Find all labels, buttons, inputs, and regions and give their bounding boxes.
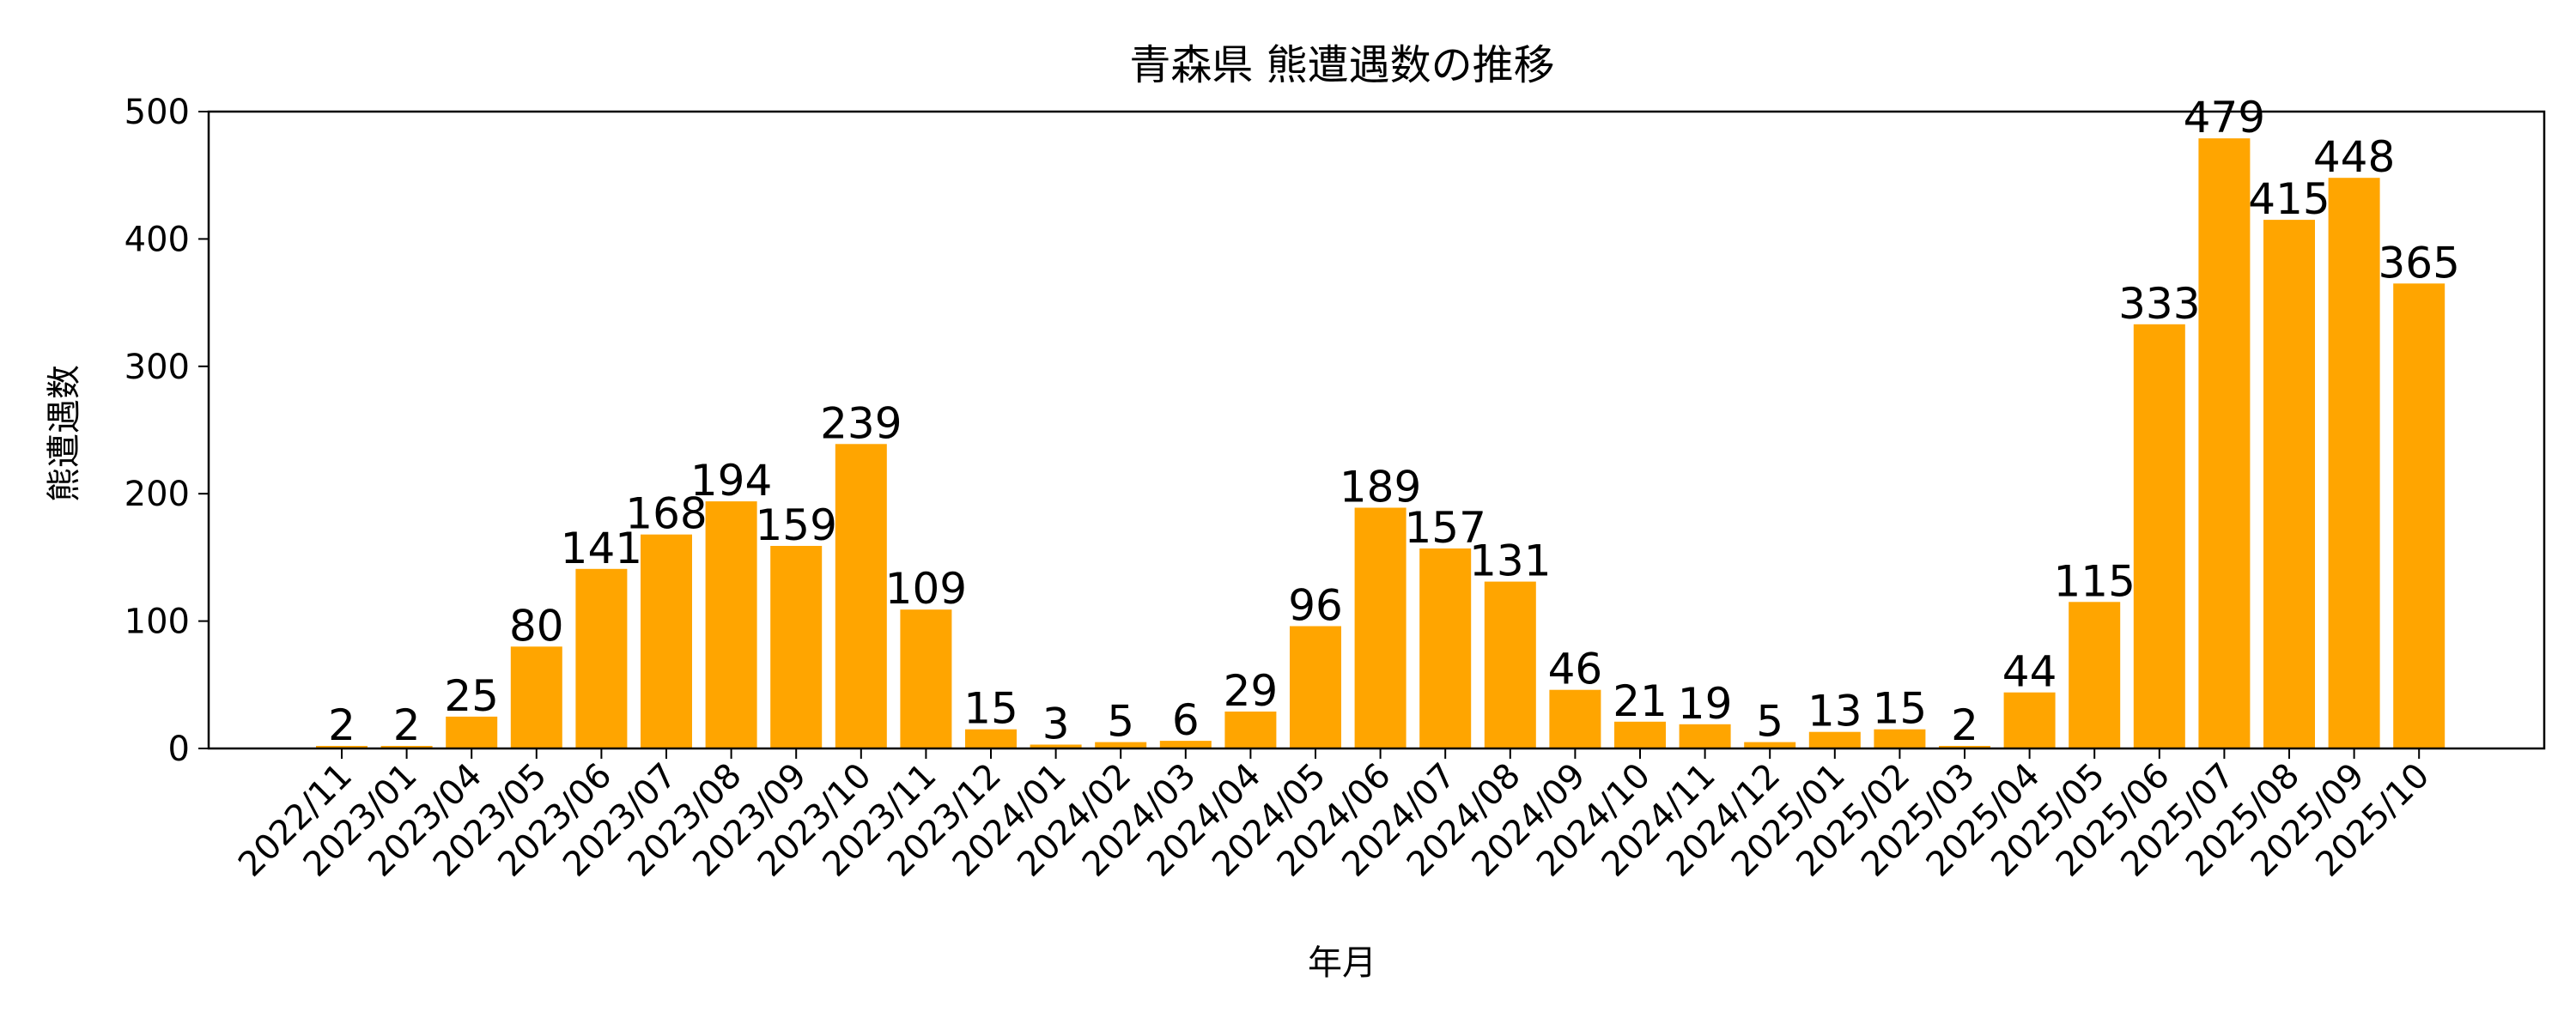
bar (2133, 324, 2185, 748)
bar-value-label: 96 (1288, 581, 1343, 631)
bar-value-label: 159 (755, 500, 836, 550)
bar-value-label: 141 (561, 524, 642, 573)
bar (770, 546, 823, 748)
bar (1224, 712, 1277, 748)
bar-value-label: 115 (2053, 556, 2135, 606)
bar-value-label: 2 (393, 700, 421, 750)
bar (641, 534, 692, 748)
bar (1419, 548, 1472, 748)
bar (2198, 138, 2251, 748)
bar (2263, 220, 2315, 749)
chart-title: 青森県 熊遭遇数の推移 (1129, 41, 1554, 89)
bar-value-label: 157 (1404, 503, 1485, 553)
bar (1549, 689, 1601, 748)
y-axis: 0 100 200 300 400 500 (125, 93, 209, 769)
x-axis-label: 年月 (1308, 943, 1376, 983)
y-tick-label: 0 (168, 730, 190, 769)
bar-value-label: 46 (1548, 645, 1603, 694)
bar (1095, 742, 1147, 748)
plot-frame (207, 110, 2546, 750)
bar (1290, 626, 1341, 748)
bar (965, 729, 1017, 748)
bar-value-label: 3 (1042, 700, 1070, 749)
y-tick-label: 500 (125, 93, 190, 132)
bar (510, 646, 562, 748)
bar-value-label: 80 (509, 601, 564, 651)
x-axis: 2022/112023/012023/042023/052023/062023/… (231, 748, 2437, 885)
bar-value-label: 168 (625, 489, 707, 539)
bar-value-label: 479 (2184, 93, 2265, 142)
bar (1354, 507, 1406, 748)
bar-value-label: 25 (444, 671, 499, 721)
bar-value-label: 448 (2313, 132, 2395, 182)
bar-value-label: 189 (1340, 463, 1421, 512)
bar-value-label: 333 (2118, 279, 2200, 329)
y-tick-label: 100 (125, 603, 190, 642)
y-tick-label: 200 (125, 475, 190, 514)
bar (900, 609, 952, 748)
bar (835, 444, 887, 748)
bar (1874, 729, 1926, 748)
bar-value-label: 2 (1951, 700, 1978, 750)
bar-value-label: 29 (1224, 666, 1279, 716)
bar (1939, 746, 1990, 748)
bar (1030, 744, 1082, 748)
bar-value-label: 109 (885, 564, 967, 614)
bar (2069, 602, 2121, 748)
y-tick-label: 300 (125, 348, 190, 387)
bar-value-label: 2 (328, 700, 355, 750)
bar (446, 716, 498, 748)
bar-value-label: 15 (963, 684, 1018, 734)
bar-value-label: 15 (1873, 684, 1928, 734)
bar-value-label: 5 (1107, 697, 1134, 747)
bar (2003, 692, 2056, 748)
bar-value-label: 44 (2002, 647, 2057, 697)
bar (2393, 283, 2445, 748)
bar (1679, 724, 1731, 748)
bar (1159, 741, 1212, 748)
bar-value-label: 239 (820, 398, 902, 448)
bar (575, 568, 628, 748)
bar-value-label: 194 (690, 456, 772, 506)
bar-value-label: 415 (2248, 174, 2330, 224)
bar-value-label: 21 (1613, 676, 1668, 726)
bar (316, 746, 368, 748)
bar-value-label: 13 (1807, 687, 1862, 736)
y-axis-label: 熊遭遇数 (45, 365, 84, 502)
bar-value-label: 6 (1172, 695, 1200, 745)
bar-value-label: 5 (1756, 697, 1783, 747)
bar (1808, 731, 1861, 748)
bar (1744, 742, 1796, 748)
bar (1614, 721, 1666, 748)
bar-value-label: 131 (1469, 536, 1551, 586)
y-tick-label: 400 (125, 220, 190, 259)
bar (2328, 178, 2380, 748)
bars-layer (316, 138, 2445, 749)
bar (380, 746, 433, 748)
bar-value-label: 365 (2378, 238, 2459, 288)
bar-value-label: 19 (1678, 679, 1733, 729)
bar (705, 501, 757, 748)
bar (1484, 581, 1536, 748)
